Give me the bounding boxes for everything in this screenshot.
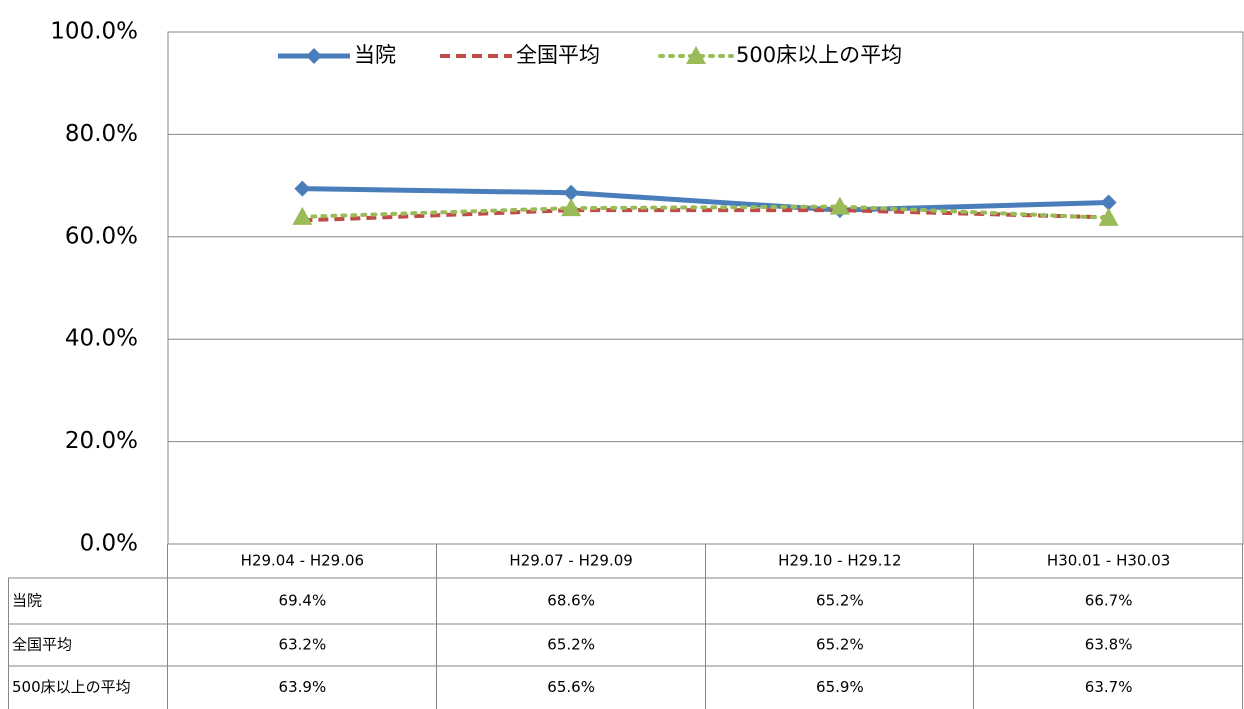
- plot-frame: [167, 31, 1244, 545]
- legend-marker: [686, 46, 706, 64]
- legend-label: 全国平均: [516, 43, 600, 67]
- legend-label: 当院: [354, 43, 396, 67]
- x-tick-label: H29.07 - H29.09: [509, 552, 632, 570]
- table-cell: 65.2%: [816, 636, 864, 654]
- marker: [292, 206, 313, 225]
- y-tick-label: 0.0%: [80, 531, 138, 557]
- marker: [561, 198, 582, 217]
- table-cell: 65.2%: [816, 592, 864, 610]
- table-cell: 63.2%: [279, 636, 327, 654]
- table-row-header: 全国平均: [12, 636, 72, 654]
- table-row-header: 500床以上の平均: [12, 678, 131, 696]
- table-cell: 63.8%: [1085, 636, 1133, 654]
- series-line: [300, 204, 1111, 220]
- y-tick-label: 40.0%: [65, 326, 138, 352]
- y-tick-label: 60.0%: [65, 223, 138, 249]
- legend-marker: [306, 48, 322, 64]
- table-cell: 65.2%: [547, 636, 595, 654]
- x-tick-label: H29.10 - H29.12: [778, 552, 901, 570]
- series-line: [302, 186, 1109, 213]
- marker: [1098, 207, 1119, 226]
- marker: [1100, 194, 1117, 211]
- marker: [294, 180, 311, 197]
- table-cell: 63.7%: [1085, 678, 1133, 696]
- y-tick-label: 20.0%: [65, 428, 138, 454]
- table-row-header: 当院: [12, 592, 42, 610]
- marker: [829, 196, 850, 215]
- table-cell: 66.7%: [1085, 592, 1133, 610]
- x-tick-label: H29.04 - H29.06: [241, 552, 364, 570]
- legend-label: 500床以上の平均: [736, 43, 902, 67]
- y-tick-label: 100.0%: [50, 19, 138, 45]
- table-cell: 63.9%: [279, 678, 327, 696]
- table-cell: 68.6%: [547, 592, 595, 610]
- table-cell: 69.4%: [279, 592, 327, 610]
- table-cell: 65.9%: [816, 678, 864, 696]
- x-tick-label: H30.01 - H30.03: [1047, 552, 1170, 570]
- y-tick-label: 80.0%: [65, 121, 138, 147]
- table-cell: 65.6%: [547, 678, 595, 696]
- marker: [563, 184, 580, 201]
